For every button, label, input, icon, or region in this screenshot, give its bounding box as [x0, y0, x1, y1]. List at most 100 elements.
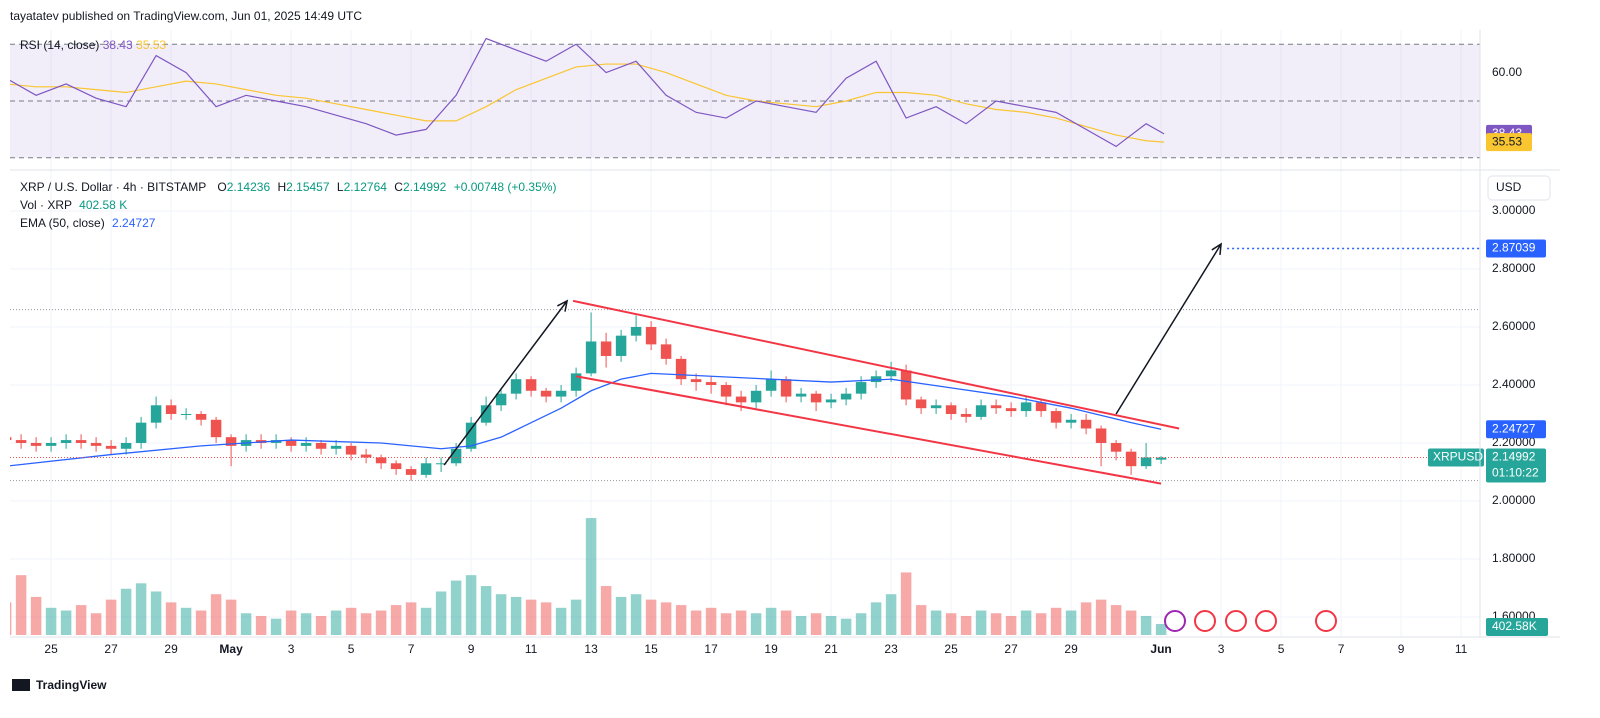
x-tick-label: 11 — [1455, 642, 1468, 656]
volume-bar — [885, 594, 897, 635]
volume-bar — [90, 613, 102, 635]
ohlc-label: H — [277, 180, 286, 194]
volume-bar — [870, 602, 882, 635]
x-tick-label: 27 — [1004, 642, 1018, 656]
volume-bar — [45, 607, 57, 635]
candle-body — [180, 413, 192, 415]
volume-bar — [615, 596, 627, 635]
volume-bar — [10, 602, 12, 635]
volume-bar — [900, 572, 912, 635]
candle-body — [645, 326, 657, 345]
rsi-ma-tag — [1486, 133, 1532, 152]
x-tick-label: 5 — [1278, 642, 1285, 656]
y-tick-label: 1.80000 — [1492, 551, 1536, 565]
volume-bar — [690, 610, 702, 635]
volume-bar — [390, 605, 402, 635]
volume-bar — [135, 583, 147, 635]
candle-body — [60, 440, 72, 443]
volume-bar — [360, 613, 372, 635]
x-tick-label: 27 — [104, 642, 118, 656]
x-tick-label: 9 — [468, 642, 475, 656]
candle-body — [570, 373, 582, 391]
candle-body — [555, 390, 567, 397]
candle-body — [75, 440, 87, 443]
candle-body — [615, 335, 627, 356]
event-icon[interactable] — [1225, 610, 1247, 632]
volume-bar — [600, 586, 612, 635]
rsi-ma-line — [10, 63, 1165, 143]
candle-body — [1035, 402, 1047, 412]
candle-body — [855, 382, 867, 394]
candle-body — [750, 390, 762, 403]
volume-bar — [930, 610, 942, 635]
candle-body — [1050, 411, 1062, 423]
x-tick-label: 15 — [644, 642, 658, 656]
candle-body — [1125, 451, 1137, 467]
volume-bar — [315, 615, 327, 635]
volume-bar — [225, 599, 237, 635]
volume-bar — [735, 610, 747, 635]
candle-body — [105, 445, 117, 449]
volume-bar — [945, 613, 957, 635]
symbol-tag — [1428, 448, 1484, 467]
candle-body — [675, 358, 687, 380]
ohlc-label: L — [337, 180, 344, 194]
volume-bar — [645, 599, 657, 635]
y-tick-label: 2.20000 — [1492, 435, 1536, 449]
volume-bar — [120, 588, 132, 635]
candle-body — [945, 405, 957, 414]
event-icon[interactable] — [1255, 610, 1277, 632]
volume-bar — [540, 602, 552, 635]
currency[interactable]: USD — [1496, 180, 1522, 194]
x-tick-label: 25 — [44, 642, 58, 656]
candle-body — [960, 413, 972, 417]
y-tick-label: 2.00000 — [1492, 493, 1536, 507]
x-tick-label: 11 — [525, 642, 538, 656]
volume-bar — [270, 618, 282, 635]
candle-body — [930, 405, 942, 409]
vol-name: Vol · XRP — [20, 198, 72, 212]
candle-body — [765, 379, 777, 391]
candle-body — [45, 442, 57, 446]
y-tick-label: 3.00000 — [1492, 203, 1536, 217]
candle-body — [630, 326, 642, 336]
candle-body — [585, 341, 597, 374]
candle-body — [810, 393, 822, 403]
candle-body — [525, 379, 537, 391]
currency-button[interactable] — [1487, 175, 1551, 201]
channel-line — [575, 375, 1162, 485]
candle-body — [795, 393, 807, 397]
volume-bar — [630, 594, 642, 635]
volume-bar — [510, 596, 522, 635]
countdown: 01:10:22 — [1492, 466, 1539, 480]
volume-bar — [330, 610, 342, 635]
candle-body — [360, 454, 372, 458]
volume-bar — [780, 610, 792, 635]
event-icon[interactable] — [1194, 610, 1216, 632]
event-icon[interactable] — [1315, 610, 1337, 632]
candle-body — [135, 422, 147, 443]
volume-bar — [165, 602, 177, 635]
candle-body — [30, 442, 42, 446]
event-icon[interactable] — [1164, 610, 1186, 632]
volume-tag — [1486, 618, 1548, 636]
rsi-line — [10, 37, 1165, 148]
candle-body — [390, 463, 402, 470]
x-tick-label: 7 — [1338, 642, 1345, 656]
event-icons — [1164, 610, 1337, 632]
rsi-legend: RSI (14, close) 38.43 35.53 — [20, 38, 166, 52]
candle-body — [300, 442, 312, 446]
candle-body — [600, 341, 612, 356]
change: +0.00748 (+0.35%) — [454, 180, 557, 194]
volume-bar — [1065, 610, 1077, 635]
candle-body — [150, 405, 162, 423]
candle-body — [1110, 442, 1122, 452]
volume-bar — [810, 613, 822, 635]
volume-bar — [1035, 613, 1047, 635]
candle-body — [15, 440, 27, 443]
ema-tag — [1486, 420, 1546, 439]
volume-bar — [300, 613, 312, 635]
candle-body — [330, 445, 342, 449]
ohlc-value: 2.14992 — [403, 180, 447, 194]
volume-bar — [1005, 615, 1017, 635]
